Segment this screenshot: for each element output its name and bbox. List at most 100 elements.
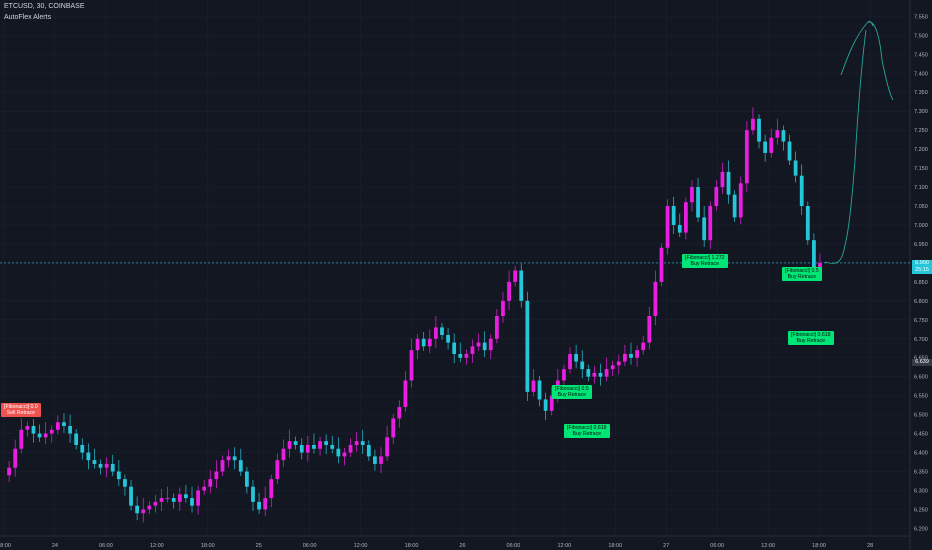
candle-body [592, 372, 597, 377]
candle-body [641, 342, 646, 351]
candle-body [427, 338, 432, 347]
candle-body [269, 479, 274, 499]
candle-body [446, 334, 450, 343]
price-tick-label: 7.350 [914, 90, 928, 96]
candle-body [220, 460, 225, 472]
candle-body [330, 444, 335, 449]
candle-body [763, 141, 768, 153]
price-tick-label: 7.150 [914, 166, 928, 172]
symbol-title: ETCUSD, 30, COINBASE [4, 3, 85, 10]
candle-body [202, 486, 207, 491]
time-tick-label: 18:00 [0, 543, 11, 549]
candle-body [342, 452, 347, 457]
candle-body [647, 316, 652, 343]
candle-body [324, 441, 329, 445]
candle-body [31, 426, 36, 434]
candle-body [159, 498, 164, 502]
candle-body [43, 433, 48, 438]
candle-body [525, 300, 530, 392]
time-tick-label: 25 [256, 543, 262, 549]
candle-body [415, 338, 420, 351]
time-tick-label: 12:00 [557, 543, 571, 549]
price-tick-label: 6.600 [914, 375, 928, 381]
candle-body [281, 448, 286, 461]
price-tick-label: 6.850 [914, 280, 928, 286]
price-tick-label: 7.200 [914, 147, 928, 153]
time-tick-label: 06:00 [99, 543, 113, 549]
candle-body [305, 444, 310, 453]
time-tick-label: 12:00 [354, 543, 368, 549]
candle-body [403, 380, 408, 408]
candle-body [482, 342, 487, 351]
candle-body [494, 316, 499, 339]
candle-body [708, 206, 713, 241]
candle-body [336, 448, 341, 457]
candle-body [665, 206, 670, 248]
time-tick-label: 27 [663, 543, 669, 549]
candle-body [318, 441, 322, 449]
time-tick-label: 28 [867, 543, 873, 549]
candle-body [586, 369, 591, 377]
price-tick-label: 7.100 [914, 185, 928, 191]
candle-body [55, 422, 60, 430]
candle-body [769, 137, 774, 153]
candle-body [775, 130, 780, 138]
candle-body [171, 498, 176, 502]
candle-body [421, 338, 426, 347]
candle-body [92, 460, 97, 464]
candle-body [476, 342, 481, 347]
signal-label-buy: [Fibonacci] 0.5 Buy Retrace [552, 385, 592, 399]
candle-body [299, 444, 304, 453]
time-tick-label: 18:00 [201, 543, 215, 549]
current-price-tag: 6.900 25:15 [912, 259, 932, 274]
indicator-title[interactable]: AutoFlex Alerts [4, 14, 52, 21]
candle-body [714, 187, 719, 207]
candle-body [257, 501, 261, 510]
candle-body [244, 471, 249, 487]
candle-body [488, 338, 493, 351]
signal-label-buy: [Fibonacci] 0.618 Buy Retrace [564, 424, 610, 438]
candle-body [702, 217, 707, 241]
candle-body [165, 498, 170, 500]
candle-body [610, 365, 615, 370]
price-tick-label: 7.500 [914, 33, 928, 39]
candle-body [543, 399, 548, 411]
time-tick-label: 18:00 [608, 543, 622, 549]
signal-label-buy: [Fibonacci] 0.618 Buy Retrace [788, 331, 834, 345]
candle-body [635, 350, 639, 358]
candle-body [385, 437, 390, 457]
price-tick-label: 6.800 [914, 299, 928, 305]
candle-body [287, 441, 292, 449]
candle-body [86, 452, 91, 461]
candle-body [690, 187, 694, 203]
time-tick-label: 06:00 [303, 543, 317, 549]
price-tick-label: 7.300 [914, 109, 928, 115]
candle-body [696, 187, 700, 218]
price-tick-label: 6.350 [914, 470, 928, 476]
price-tick-label: 6.500 [914, 413, 928, 419]
candle-body [458, 353, 463, 358]
candle-body [360, 441, 365, 445]
candle-body [677, 224, 682, 233]
candle-body [683, 202, 688, 233]
candle-body [781, 130, 786, 142]
candle-body [562, 369, 566, 381]
time-tick-label: 12:00 [150, 543, 164, 549]
candle-body [147, 505, 152, 510]
candle-body [135, 505, 140, 514]
candle-body [354, 441, 359, 445]
price-tick-label: 7.250 [914, 128, 928, 134]
candle-body [366, 444, 371, 457]
price-tick-label: 7.050 [914, 204, 928, 210]
candle-body [799, 175, 804, 207]
price-tick-label: 7.400 [914, 71, 928, 77]
candle-body [574, 353, 579, 362]
candle-body [549, 395, 554, 411]
candle-body [251, 486, 255, 502]
candle-body [659, 247, 664, 282]
candle-body [452, 342, 457, 354]
chart-grid [0, 0, 910, 536]
candle-body [263, 498, 268, 510]
time-tick-label: 18:00 [812, 543, 826, 549]
